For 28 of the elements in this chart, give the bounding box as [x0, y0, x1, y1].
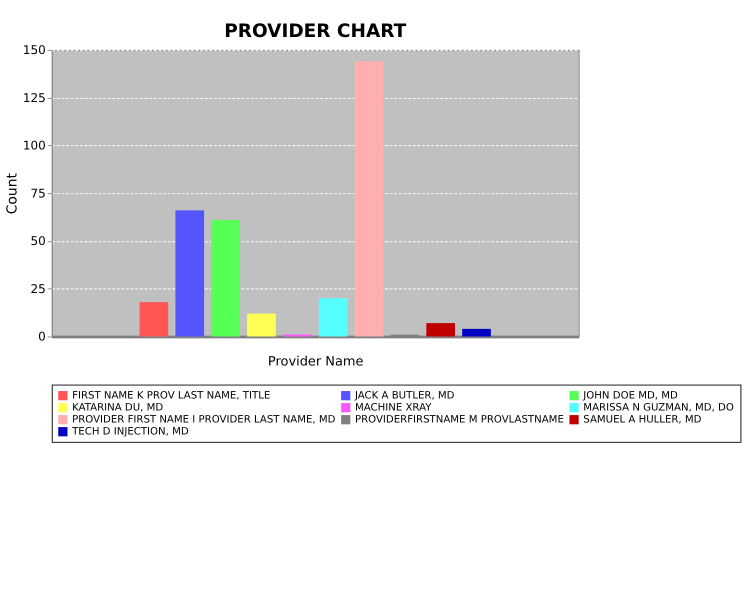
legend-label: JACK A BUTLER, MD	[354, 390, 455, 402]
bar	[175, 210, 204, 336]
legend-label: FIRST NAME K PROV LAST NAME, TITLE	[72, 390, 270, 402]
legend-label: MACHINE XRAY	[354, 402, 432, 414]
y-axis-title: Count	[4, 172, 20, 214]
y-tick-label: 25	[30, 282, 46, 296]
bar	[140, 302, 168, 336]
bar	[462, 328, 491, 336]
bar	[318, 298, 348, 336]
y-tick-label: 50	[30, 234, 46, 248]
chart-title: PROVIDER CHART	[224, 20, 407, 42]
legend-label: PROVIDERFIRSTNAME M PROVLASTNAME	[354, 414, 564, 426]
bar	[211, 220, 240, 336]
legend-label: SAMUEL A HULLER, MD	[583, 414, 702, 426]
y-tick-label: 0	[38, 330, 46, 344]
legend-label: TECH D INJECTION, MD	[71, 426, 189, 438]
legend-label: KATARINA DU, MD	[72, 402, 164, 414]
y-tick-label: 150	[22, 43, 46, 58]
legend-label: PROVIDER FIRST NAME I PROVIDER LAST NAME, MD	[72, 414, 336, 426]
legend-label: MARISSA N GUZMAN, MD, DO	[583, 402, 734, 414]
bar	[354, 61, 384, 336]
bar	[426, 323, 456, 336]
x-axis-title: Provider Name	[268, 354, 364, 370]
bar	[247, 314, 276, 336]
y-tick-label: 100	[22, 138, 46, 153]
y-tick-label: 75	[30, 186, 46, 200]
legend-label: JOHN DOE MD, MD	[582, 390, 678, 402]
y-tick-label: 125	[22, 90, 46, 105]
